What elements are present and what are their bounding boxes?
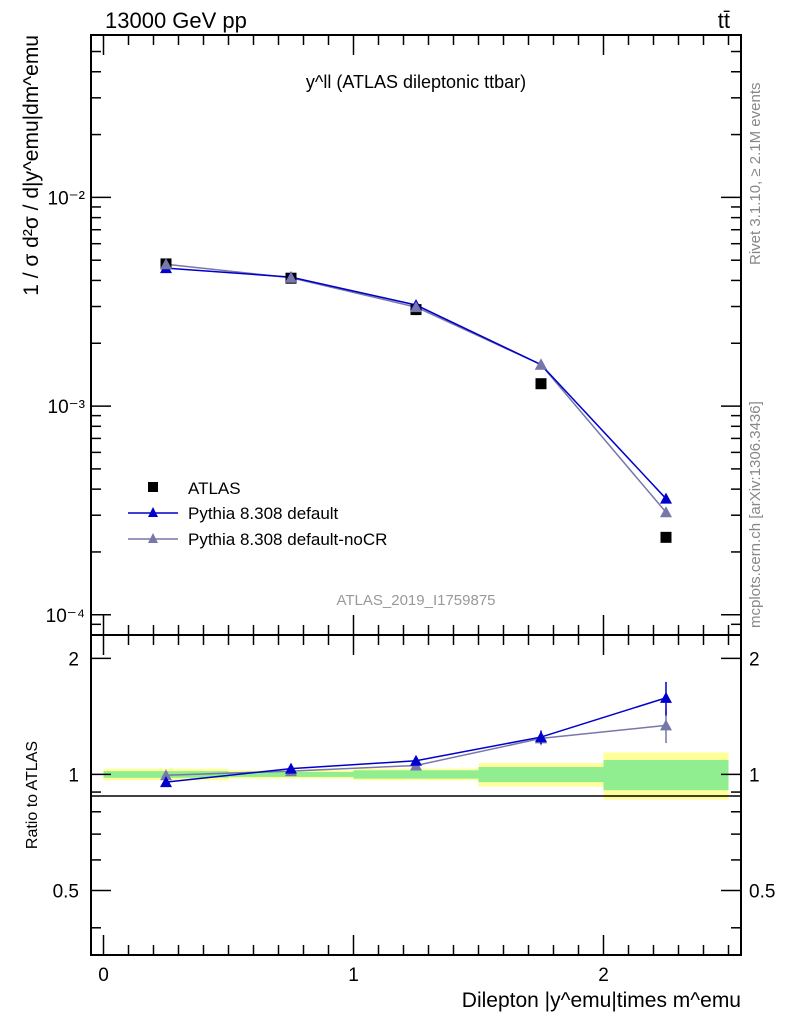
ratio-ytick-label: 2 (68, 649, 79, 670)
ratio-panel: 0.5 0.5 1 1 2 2 0 1 2 Ratio to ATLAS Dilepton |y… (24, 634, 775, 1012)
legend-default-marker (148, 507, 158, 517)
ratio-data-point (535, 731, 547, 743)
mc-data-point (660, 506, 672, 518)
ratio-data-point (160, 769, 172, 781)
watermark: ATLAS_2019_I1759875 (336, 592, 495, 609)
ratio-ytick-label-right: 1 (749, 765, 760, 786)
main-ytick-label: 10⁻⁴ (46, 606, 85, 627)
ratio-xlabel: Dilepton |y^emu|times m^emu (462, 989, 741, 1012)
ratio-ylabel: Ratio to ATLAS (24, 741, 41, 849)
ratio-series (160, 681, 672, 788)
ratio-xtick-label: 1 (348, 965, 359, 986)
legend-atlas-marker (148, 482, 158, 492)
legend: ATLAS Pythia 8.308 default Pythia 8.308 … (128, 479, 387, 549)
ratio-data-point (285, 762, 297, 774)
main-ytick-label: 10⁻³ (48, 397, 86, 418)
main-axis-ticks: 10⁻⁴ 10⁻³ 10⁻² (46, 34, 741, 636)
ratio-data-point (410, 754, 422, 766)
ratio-ytick-label: 1 (68, 765, 79, 786)
uncertainty-band-inner (603, 759, 729, 791)
legend-default-label: Pythia 8.308 default (188, 504, 339, 523)
mc-data-point (535, 358, 547, 370)
legend-nocr-label: Pythia 8.308 default-noCR (188, 530, 387, 549)
main-series (160, 258, 672, 543)
main-ylabel: 1 / σ d²σ / d|y^emu|dm^emu (20, 35, 43, 296)
main-title: y^ll (ATLAS dileptonic ttbar) (306, 72, 526, 92)
ratio-frame (90, 634, 742, 956)
rivet-label: Rivet 3.1.10, ≥ 2.1M events (747, 83, 764, 266)
ratio-xtick-label: 2 (598, 965, 609, 986)
ratio-ytick-label: 0.5 (53, 881, 79, 902)
legend-atlas-label: ATLAS (188, 479, 241, 498)
main-panel: 10⁻⁴ 10⁻³ 10⁻² y^ll (ATLAS dileptonic ttba… (20, 34, 742, 636)
mc-data-point (160, 258, 172, 270)
mcplots-label: mcplots.cern.ch [arXiv:1306.3436] (747, 401, 764, 628)
atlas-data-point (535, 378, 547, 390)
ratio-data-point (160, 776, 172, 788)
legend-nocr-marker (148, 533, 158, 543)
mc-data-point (660, 492, 672, 504)
header-process: tt̄ (718, 8, 730, 33)
ratio-data-point (660, 719, 672, 731)
uncertainty-band-inner (478, 767, 604, 783)
mc-data-point (410, 301, 422, 313)
ratio-ytick-label-right: 2 (749, 649, 760, 670)
header-energy: 13000 GeV pp (105, 8, 247, 33)
uncertainty-band-inner (353, 770, 479, 779)
mc-data-point (285, 271, 297, 283)
ratio-axis-ticks: 0.5 0.5 1 1 2 2 0 1 2 (53, 635, 775, 986)
ratio-ytick-label-right: 0.5 (749, 881, 775, 902)
main-ytick-label: 10⁻² (48, 188, 86, 209)
atlas-data-point (660, 531, 672, 543)
ratio-xtick-label: 0 (98, 965, 109, 986)
ratio-data-point (660, 691, 672, 703)
